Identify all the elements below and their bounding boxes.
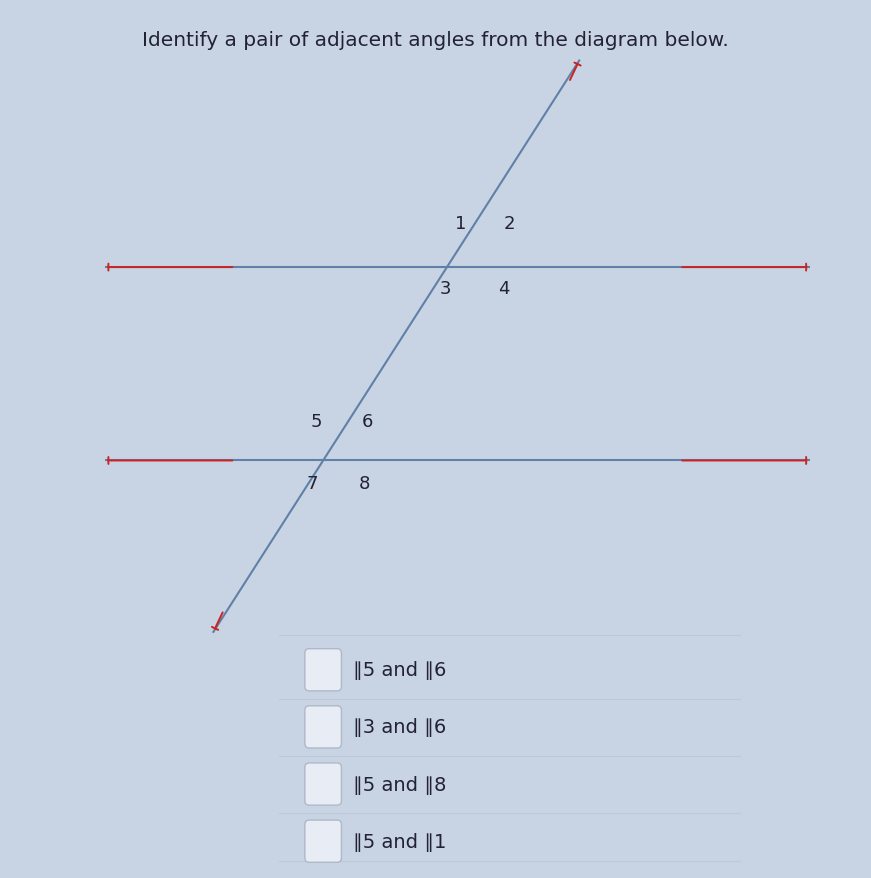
FancyBboxPatch shape: [305, 706, 341, 748]
Text: 7: 7: [307, 474, 318, 492]
Text: 8: 8: [359, 474, 370, 492]
Text: ∥5 and ∥8: ∥5 and ∥8: [353, 774, 446, 794]
Text: 1: 1: [455, 215, 466, 233]
Text: 6: 6: [361, 413, 373, 430]
Text: ∥5 and ∥6: ∥5 and ∥6: [353, 660, 446, 680]
FancyBboxPatch shape: [305, 820, 341, 862]
Text: 2: 2: [503, 215, 515, 233]
FancyBboxPatch shape: [305, 649, 341, 691]
FancyBboxPatch shape: [305, 763, 341, 805]
Text: 5: 5: [311, 413, 322, 430]
Text: ∥3 and ∥6: ∥3 and ∥6: [353, 717, 446, 737]
Text: Identify a pair of adjacent angles from the diagram below.: Identify a pair of adjacent angles from …: [142, 31, 729, 50]
Text: ∥5 and ∥1: ∥5 and ∥1: [353, 831, 446, 851]
Text: 3: 3: [440, 279, 451, 297]
Text: 4: 4: [498, 279, 510, 297]
